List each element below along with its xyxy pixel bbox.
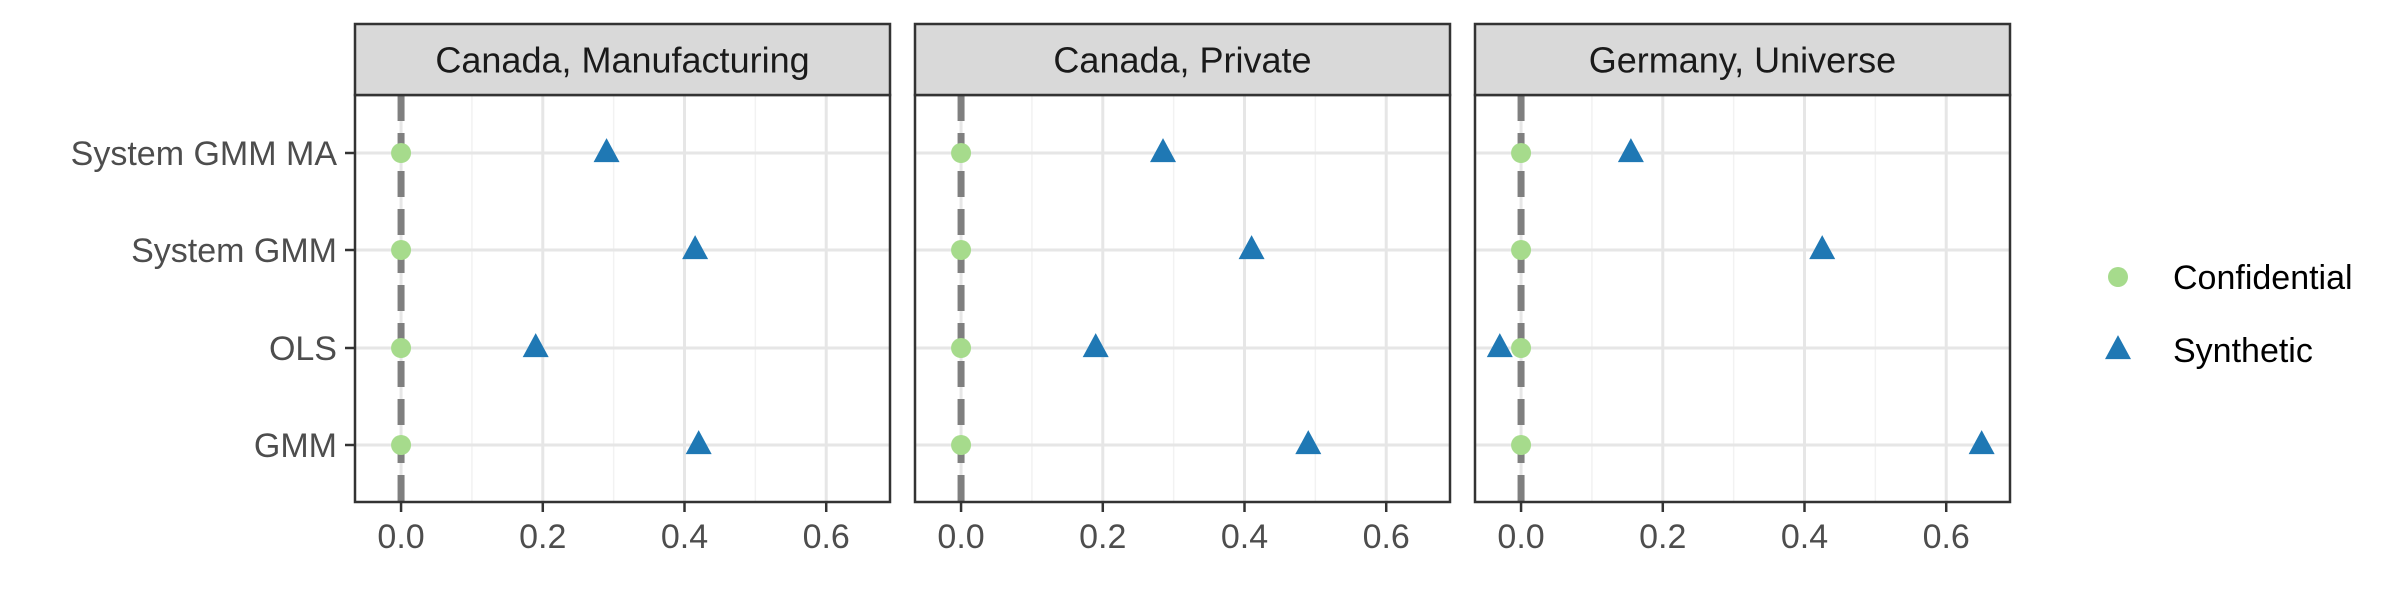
panel-background bbox=[1475, 95, 2010, 502]
point-confidential bbox=[951, 338, 972, 358]
legend-key-synthetic bbox=[2105, 335, 2131, 360]
point-synthetic bbox=[1968, 430, 1995, 455]
y-tick-label: GMM bbox=[254, 427, 337, 465]
y-tick-label: OLS bbox=[269, 330, 337, 368]
x-tick-label: 0.4 bbox=[661, 518, 708, 556]
point-synthetic bbox=[682, 235, 709, 260]
point-synthetic bbox=[1238, 235, 1265, 260]
point-synthetic bbox=[1295, 430, 1322, 455]
x-tick-label: 0.4 bbox=[1781, 518, 1828, 556]
legend-label: Synthetic bbox=[2173, 332, 2313, 370]
x-tick-label: 0.4 bbox=[1221, 518, 1268, 556]
x-tick-label: 0.6 bbox=[1363, 518, 1410, 556]
x-tick-label: 0.6 bbox=[1923, 518, 1970, 556]
facet-label: Canada, Private bbox=[1053, 40, 1311, 81]
facet-label: Canada, Manufacturing bbox=[435, 40, 809, 81]
x-tick-label: 0.6 bbox=[803, 518, 850, 556]
point-confidential bbox=[391, 143, 412, 163]
point-confidential bbox=[1511, 240, 1532, 260]
point-confidential bbox=[951, 240, 972, 260]
point-confidential bbox=[1511, 435, 1532, 455]
y-tick-label: System GMM bbox=[131, 232, 337, 270]
point-confidential bbox=[1511, 338, 1532, 358]
x-tick-label: 0.0 bbox=[377, 518, 424, 556]
legend-label: Confidential bbox=[2173, 259, 2353, 297]
x-tick-label: 0.0 bbox=[1497, 518, 1544, 556]
point-confidential bbox=[1511, 143, 1532, 163]
facet-label: Germany, Universe bbox=[1589, 40, 1896, 81]
point-confidential bbox=[951, 143, 972, 163]
x-tick-label: 0.2 bbox=[1079, 518, 1126, 556]
x-tick-label: 0.2 bbox=[1639, 518, 1686, 556]
point-synthetic bbox=[1809, 235, 1836, 260]
legend-key-confidential bbox=[2108, 267, 2128, 287]
point-confidential bbox=[391, 338, 412, 358]
point-confidential bbox=[951, 435, 972, 455]
point-confidential bbox=[391, 435, 412, 455]
panel-background bbox=[355, 95, 890, 502]
point-synthetic bbox=[1082, 333, 1109, 358]
facet-strip bbox=[913, 22, 1452, 97]
facet-strip bbox=[1473, 22, 2012, 97]
x-tick-label: 0.0 bbox=[937, 518, 984, 556]
point-synthetic bbox=[1617, 138, 1644, 163]
facet-strip bbox=[353, 22, 892, 97]
point-synthetic bbox=[1150, 138, 1177, 163]
panel-background bbox=[915, 95, 1450, 502]
point-synthetic bbox=[685, 430, 712, 455]
point-synthetic bbox=[522, 333, 549, 358]
point-synthetic bbox=[1486, 333, 1513, 358]
point-confidential bbox=[391, 240, 412, 260]
x-tick-label: 0.2 bbox=[519, 518, 566, 556]
point-synthetic bbox=[593, 138, 620, 163]
y-tick-label: System GMM MA bbox=[71, 135, 338, 173]
